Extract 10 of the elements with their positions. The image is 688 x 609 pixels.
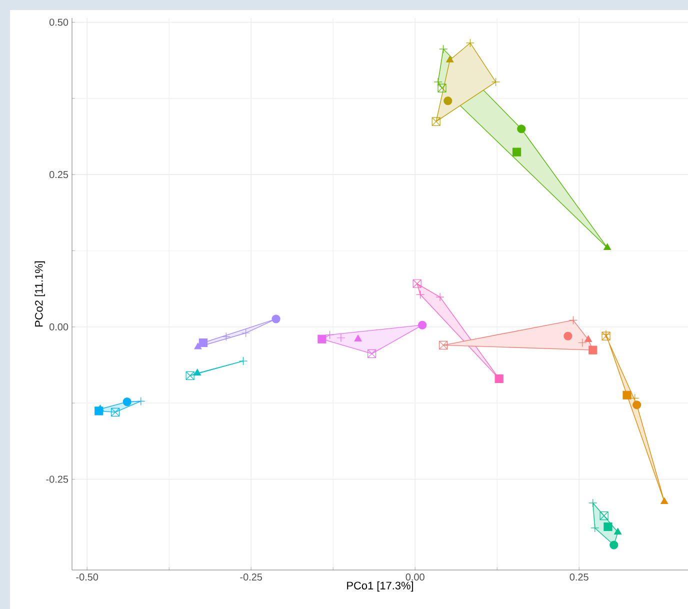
y-tick-label: 0.25 (49, 171, 68, 178)
x-tick-label: -0.25 (240, 574, 262, 581)
x-tick-label: 0.00 (406, 574, 424, 581)
y-axis-title: PCo2 [11.1%] (34, 261, 45, 326)
y-tick-label: 0.00 (49, 323, 68, 330)
y-tick-label: -0.25 (46, 476, 68, 483)
x-axis-title: PCo1 [17.3%] (347, 581, 414, 592)
x-tick-label: 0.25 (570, 574, 588, 581)
x-tick-label: -0.50 (76, 574, 98, 581)
y-tick-label: 0.50 (49, 18, 68, 26)
